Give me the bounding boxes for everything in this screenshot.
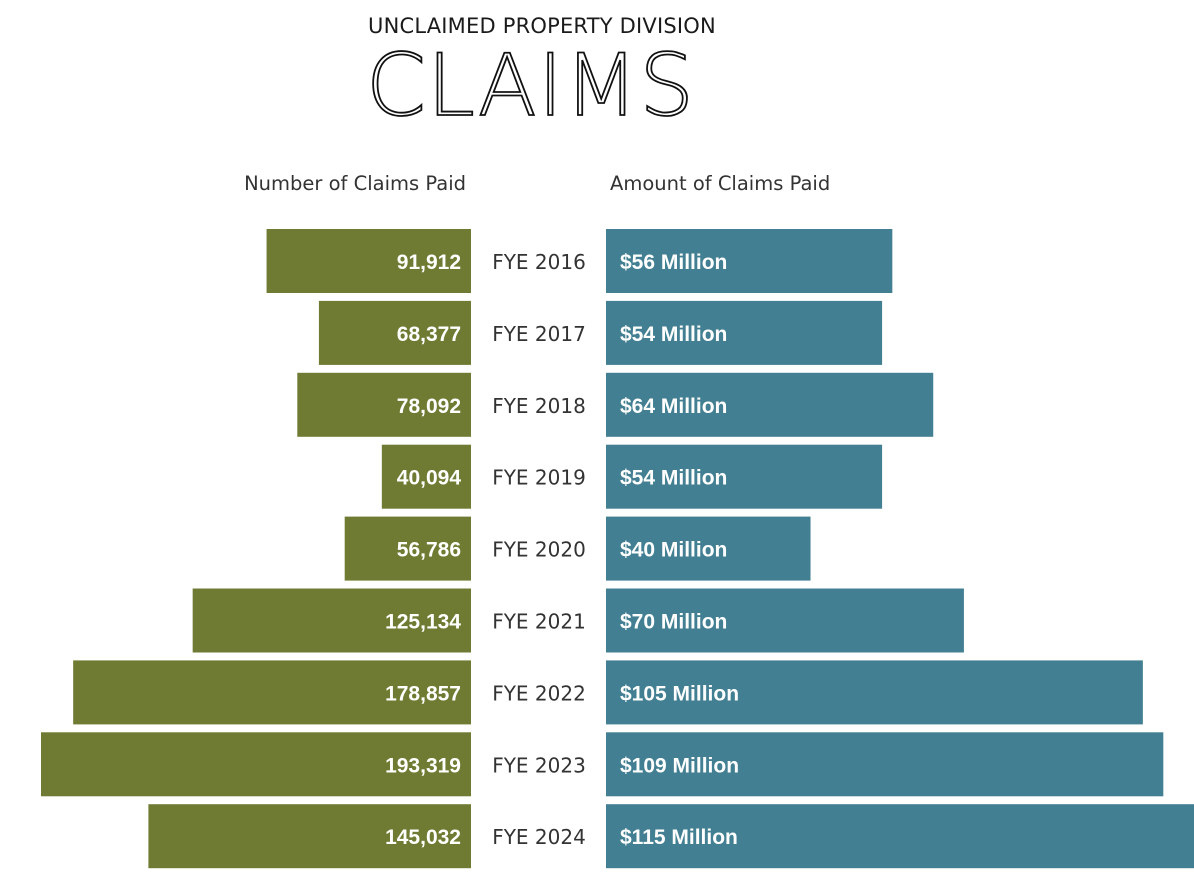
claims-count-bar-fye-2017	[318, 300, 471, 365]
category-label-fye-2022: FYE 2022	[492, 681, 586, 705]
claims-count-bar-fye-2018	[297, 372, 471, 437]
claims-amount-bar-fye-2022	[606, 660, 1143, 725]
category-label-fye-2024: FYE 2024	[492, 825, 586, 849]
claims-amount-label-fye-2019: $54 Million	[620, 467, 727, 490]
page-title: CLAIMS	[365, 36, 695, 136]
claims-amount-header: Amount of Claims Paid	[610, 172, 831, 195]
claims-amount-label-fye-2016: $56 Million	[620, 251, 727, 274]
claims-count-label-fye-2016: 91,912	[397, 251, 461, 274]
claims-count-label-fye-2022: 178,857	[385, 682, 461, 705]
category-label-fye-2017: FYE 2017	[492, 322, 586, 346]
claims-amount-label-fye-2021: $70 Million	[620, 611, 727, 634]
claims-count-bar-fye-2019	[381, 444, 471, 509]
claims-count-bar-fye-2016	[266, 229, 471, 293]
claims-amount-label-fye-2023: $109 Million	[620, 754, 739, 777]
claims-count-bar-fye-2024	[148, 804, 471, 869]
claims-count-bar-fye-2021	[192, 588, 471, 653]
claims-count-label-fye-2017: 68,377	[397, 323, 461, 346]
claims-amount-label-fye-2022: $105 Million	[620, 682, 739, 705]
category-label-fye-2019: FYE 2019	[492, 466, 586, 490]
claims-amount-bar-fye-2024	[606, 804, 1194, 869]
claims-count-label-fye-2018: 78,092	[397, 395, 461, 418]
claims-amount-bar-fye-2016	[606, 229, 893, 293]
division-title: UNCLAIMED PROPERTY DIVISION	[368, 14, 716, 38]
category-label-fye-2023: FYE 2023	[492, 753, 586, 777]
claims-amount-label-fye-2017: $54 Million	[620, 323, 727, 346]
claims-amount-label-fye-2018: $64 Million	[620, 395, 727, 418]
claims-count-label-fye-2023: 193,319	[385, 754, 461, 777]
claims-amount-bar-fye-2023	[606, 732, 1164, 797]
claims-amount-bar-fye-2019	[606, 444, 883, 509]
claims-count-bar-fye-2023	[41, 732, 471, 797]
claims-count-label-fye-2020: 56,786	[397, 539, 461, 562]
claims-count-bar-fye-2022	[73, 660, 471, 725]
claims-amount-label-fye-2024: $115 Million	[620, 826, 738, 849]
claims-count-label-fye-2021: 125,134	[385, 611, 461, 634]
claims-count-bar-fye-2020	[344, 516, 471, 581]
category-label-fye-2020: FYE 2020	[492, 538, 586, 562]
claims-amount-bar-fye-2021	[606, 588, 964, 653]
claims-count-label-fye-2024: 145,032	[385, 826, 461, 849]
category-label-fye-2021: FYE 2021	[492, 610, 586, 634]
claims-amount-bar-fye-2017	[606, 300, 883, 365]
claims-amount-bar-fye-2020	[606, 516, 811, 581]
claims-count-header: Number of Claims Paid	[244, 172, 466, 195]
category-label-fye-2016: FYE 2016	[492, 250, 586, 274]
claims-count-label-fye-2019: 40,094	[397, 467, 462, 490]
claims-amount-label-fye-2020: $40 Million	[620, 539, 727, 562]
claims-amount-bar-fye-2018	[606, 372, 934, 437]
category-label-fye-2018: FYE 2018	[492, 394, 586, 418]
